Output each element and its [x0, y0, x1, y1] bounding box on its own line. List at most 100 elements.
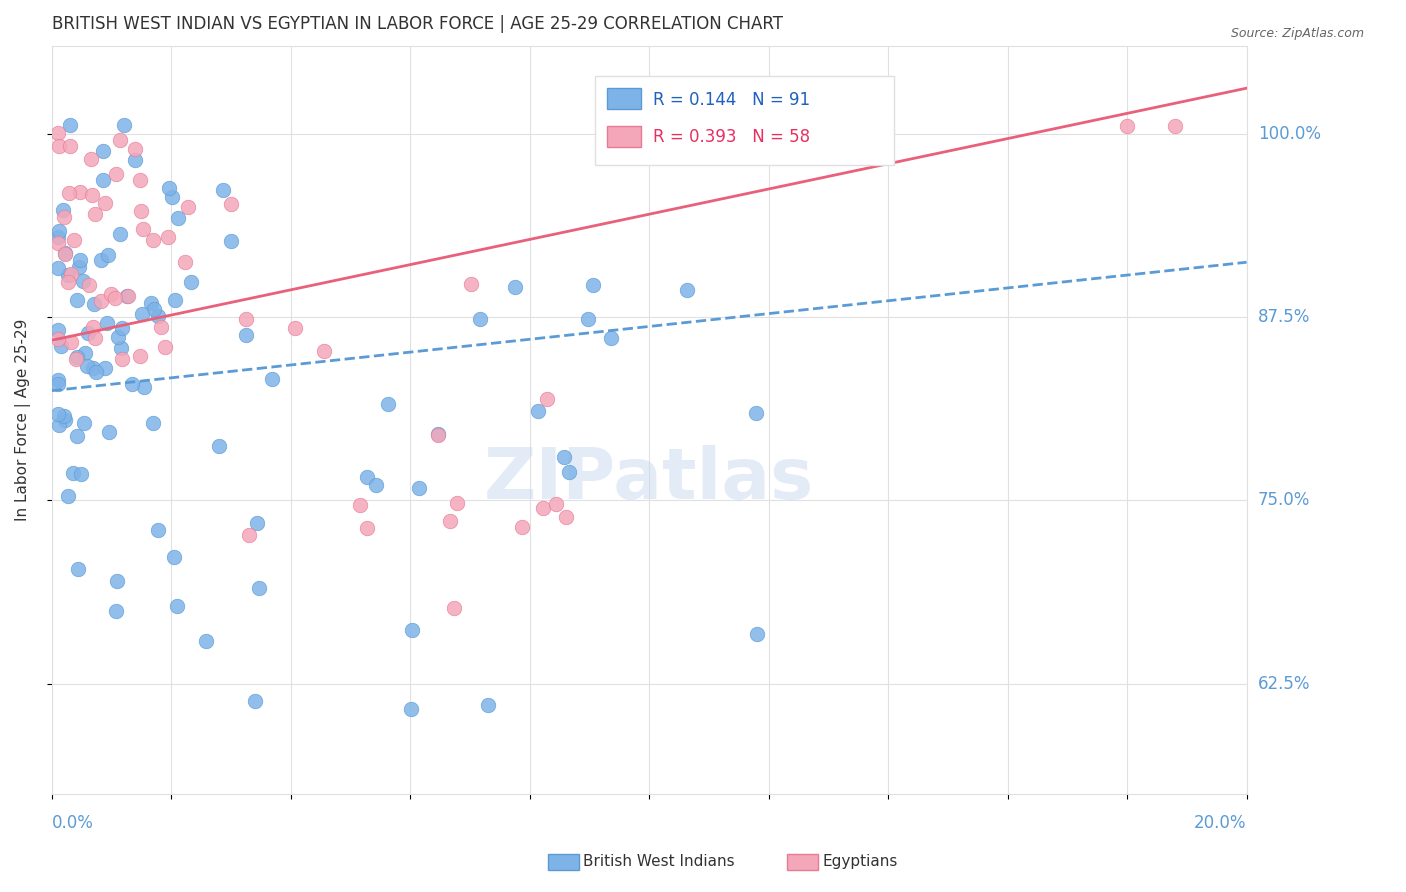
Egyptians: [349, 498, 371, 512]
British West Indians: [132, 380, 155, 394]
British West Indians: [260, 372, 283, 386]
British West Indians: [243, 694, 266, 708]
British West Indians: [67, 260, 90, 274]
Text: 100.0%: 100.0%: [1258, 125, 1320, 143]
British West Indians: [146, 309, 169, 323]
British West Indians: [48, 417, 70, 432]
Egyptians: [439, 515, 461, 529]
Egyptians: [59, 334, 82, 349]
British West Indians: [477, 698, 499, 712]
British West Indians: [139, 296, 162, 310]
Egyptians: [510, 519, 533, 533]
British West Indians: [72, 416, 94, 430]
Egyptians: [52, 210, 75, 224]
Egyptians: [284, 320, 307, 334]
British West Indians: [62, 466, 84, 480]
Egyptians: [177, 200, 200, 214]
British West Indians: [121, 376, 143, 391]
Text: R = 0.144   N = 91: R = 0.144 N = 91: [652, 90, 810, 109]
British West Indians: [53, 245, 76, 260]
British West Indians: [582, 277, 605, 292]
British West Indians: [503, 280, 526, 294]
British West Indians: [46, 377, 69, 392]
British West Indians: [148, 523, 170, 537]
British West Indians: [160, 190, 183, 204]
Egyptians: [443, 600, 465, 615]
Text: 0.0%: 0.0%: [52, 814, 94, 832]
British West Indians: [76, 326, 98, 341]
Egyptians: [356, 520, 378, 534]
Egyptians: [460, 277, 482, 292]
Egyptians: [312, 343, 335, 358]
Egyptians: [84, 207, 107, 221]
British West Indians: [157, 181, 180, 195]
British West Indians: [408, 481, 430, 495]
British West Indians: [553, 450, 575, 464]
British West Indians: [167, 211, 190, 225]
Egyptians: [58, 186, 80, 200]
British West Indians: [46, 261, 69, 276]
British West Indians: [84, 365, 107, 379]
British West Indians: [180, 275, 202, 289]
Egyptians: [124, 142, 146, 156]
Egyptians: [238, 528, 260, 542]
British West Indians: [69, 252, 91, 267]
British West Indians: [401, 623, 423, 637]
British West Indians: [576, 312, 599, 326]
British West Indians: [195, 634, 218, 648]
Egyptians: [69, 185, 91, 199]
British West Indians: [219, 234, 242, 248]
British West Indians: [59, 119, 82, 133]
FancyBboxPatch shape: [607, 126, 641, 146]
Egyptians: [65, 352, 87, 367]
Text: Egyptians: Egyptians: [823, 855, 898, 869]
British West Indians: [124, 153, 146, 167]
Egyptians: [111, 352, 134, 367]
Egyptians: [46, 332, 69, 346]
British West Indians: [235, 328, 257, 343]
British West Indians: [66, 350, 89, 364]
British West Indians: [90, 252, 112, 267]
Egyptians: [100, 286, 122, 301]
British West Indians: [111, 321, 134, 335]
British West Indians: [600, 331, 623, 345]
Egyptians: [117, 288, 139, 302]
Egyptians: [128, 349, 150, 363]
British West Indians: [208, 439, 231, 453]
British West Indians: [143, 301, 166, 316]
Egyptians: [1164, 120, 1187, 134]
British West Indians: [426, 427, 449, 442]
British West Indians: [49, 339, 72, 353]
British West Indians: [112, 118, 135, 132]
FancyBboxPatch shape: [607, 88, 641, 109]
Egyptians: [77, 278, 100, 293]
British West Indians: [131, 307, 153, 321]
British West Indians: [66, 561, 89, 575]
Egyptians: [1116, 120, 1139, 134]
British West Indians: [48, 229, 70, 244]
Egyptians: [104, 168, 127, 182]
British West Indians: [108, 227, 131, 242]
British West Indians: [97, 425, 120, 440]
Text: 20.0%: 20.0%: [1194, 814, 1247, 832]
British West Indians: [247, 581, 270, 595]
British West Indians: [526, 403, 548, 417]
Egyptians: [53, 247, 76, 261]
British West Indians: [142, 416, 165, 430]
Egyptians: [80, 152, 103, 166]
Egyptians: [129, 173, 152, 187]
Egyptians: [132, 222, 155, 236]
British West Indians: [107, 329, 129, 343]
Egyptians: [56, 276, 79, 290]
Text: British West Indians: British West Indians: [583, 855, 735, 869]
British West Indians: [56, 489, 79, 503]
Egyptians: [48, 139, 70, 153]
British West Indians: [53, 413, 76, 427]
Text: 87.5%: 87.5%: [1258, 308, 1310, 326]
Egyptians: [142, 233, 165, 247]
Text: ZIPatlas: ZIPatlas: [484, 445, 814, 514]
British West Indians: [110, 341, 132, 355]
British West Indians: [558, 465, 581, 479]
British West Indians: [115, 289, 138, 303]
British West Indians: [46, 407, 69, 421]
